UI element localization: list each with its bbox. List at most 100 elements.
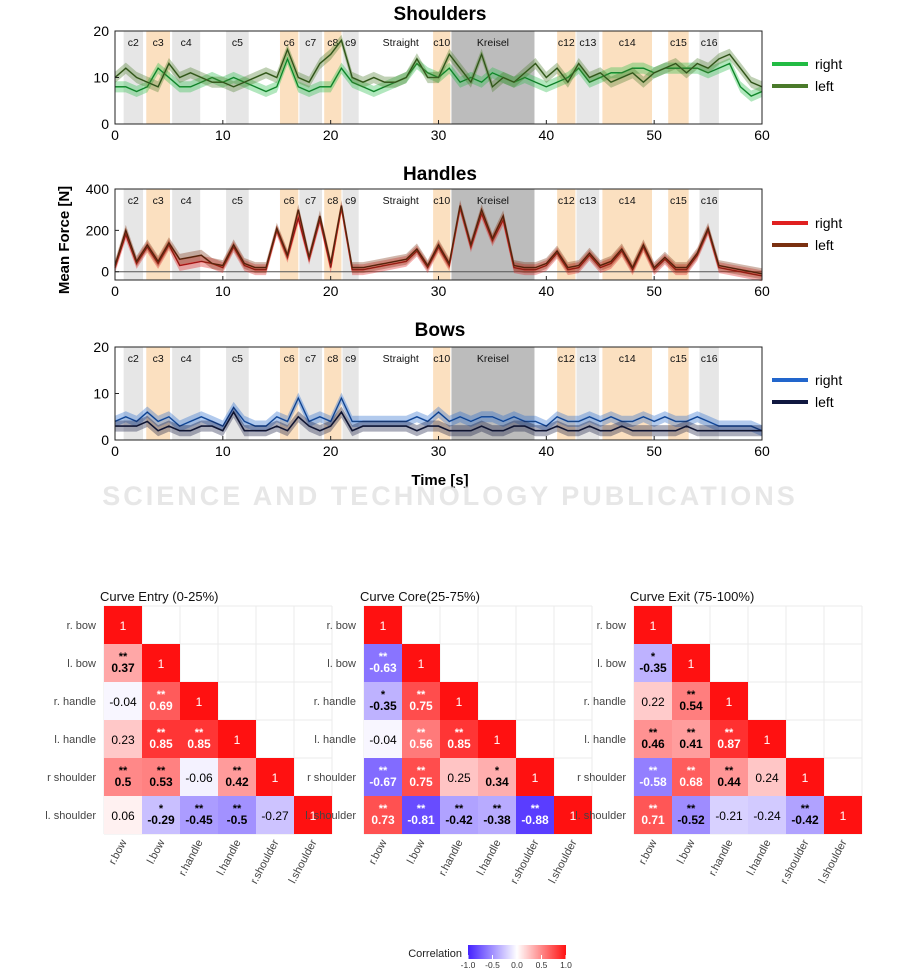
cell-value: 0.23 [111, 733, 135, 747]
heatmap-cell [364, 644, 402, 682]
cell-value: -0.06 [185, 771, 213, 785]
series-right [114, 392, 763, 437]
x-tick-label: 0 [111, 283, 119, 299]
col-label: r.bow [367, 838, 390, 867]
heatmap-cell [634, 682, 672, 720]
panel-bows: Bows c2 c3 c4 c5 c6 c7 c8 c9 Straight c10 Kreisel c1… [93, 320, 842, 459]
segment-band [602, 31, 653, 124]
heatmap-cell [440, 682, 478, 720]
cell-value: 1 [380, 619, 387, 633]
segment-band [668, 31, 689, 124]
series-band [115, 202, 762, 282]
heatmap-cell [672, 682, 710, 720]
segment-label: c13 [579, 37, 596, 49]
colorbar-tick-label: 0.5 [536, 960, 548, 970]
segment-band [557, 347, 576, 440]
cell-significance: ** [233, 765, 242, 777]
cell-significance: ** [649, 727, 658, 739]
heatmap-cell [478, 720, 516, 758]
heatmap-title: Curve Exit (75-100%) [630, 589, 754, 604]
segment-label: c10 [433, 195, 450, 207]
col-label: l.shoulder [817, 837, 850, 885]
segment-label: Kreisel [477, 353, 509, 365]
x-tick-label: 40 [539, 127, 555, 143]
y-tick-label: 20 [93, 23, 109, 39]
heatmap-cell [256, 796, 294, 834]
segment-label: c16 [701, 353, 718, 365]
correlation-heatmaps: Curve Entry (0-25%) r. bow l. bow r. handle… [45, 589, 863, 886]
segment-label: c7 [305, 37, 316, 49]
segment-label: Straight [383, 37, 419, 49]
heatmap-cell [402, 758, 440, 796]
row-label: l. bow [597, 658, 626, 670]
segment-label: c7 [305, 353, 316, 365]
y-tick-label: 10 [93, 386, 109, 402]
segment-label: c14 [619, 195, 636, 207]
x-tick-label: 40 [539, 283, 555, 299]
heatmap-cell [710, 720, 748, 758]
segment-label: c5 [232, 195, 243, 207]
segment-label: c14 [619, 353, 636, 365]
cell-significance: ** [725, 765, 734, 777]
x-tick-label: 20 [323, 443, 339, 459]
heatmap-title: Curve Entry (0-25%) [100, 589, 218, 604]
cell-value: -0.38 [483, 813, 511, 827]
row-label: l. shoulder [575, 810, 626, 822]
cell-value: 0.42 [225, 775, 249, 789]
cell-significance: ** [379, 651, 388, 663]
legend-label: left [815, 78, 834, 94]
cell-value: 0.56 [409, 737, 433, 751]
cell-significance: ** [195, 803, 204, 815]
cell-value: 1 [570, 809, 577, 823]
col-label: r.shoulder [248, 837, 281, 886]
cell-value: 1 [494, 733, 501, 747]
segment-label: c8 [327, 353, 338, 365]
col-label: l.handle [475, 838, 504, 878]
segment-band [172, 31, 201, 124]
cell-value: 1 [272, 771, 279, 785]
cell-value: 0.46 [641, 737, 665, 751]
cell-significance: ** [725, 727, 734, 739]
segment-label: c8 [327, 37, 338, 49]
cell-value: -0.45 [185, 813, 213, 827]
cell-significance: ** [687, 689, 696, 701]
series-band [115, 200, 762, 280]
cell-value: 1 [120, 619, 127, 633]
segment-label: c2 [128, 353, 139, 365]
cell-value: 0.24 [755, 771, 779, 785]
row-label: r shoulder [47, 772, 96, 784]
heatmap-cell [142, 758, 180, 796]
cell-value: 1 [532, 771, 539, 785]
col-label: r.handle [707, 838, 736, 878]
cell-significance: * [495, 765, 500, 777]
cell-significance: ** [195, 727, 204, 739]
cell-value: -0.42 [791, 813, 819, 827]
watermark-text: SCIENCE AND TECHNOLOGY PUBLICATIONS [102, 481, 798, 511]
cell-value: -0.24 [753, 809, 781, 823]
cell-value: 0.5 [115, 775, 132, 789]
cell-value: 0.73 [371, 813, 395, 827]
heatmap-cell [710, 682, 748, 720]
heatmap-cell [786, 796, 824, 834]
segment-label: c4 [181, 195, 192, 207]
cell-significance: ** [649, 765, 658, 777]
segment-label: c12 [558, 195, 575, 207]
series-band [115, 392, 762, 437]
segment-band [123, 31, 144, 124]
heatmap-cell [634, 758, 672, 796]
heatmap-cell [180, 682, 218, 720]
heatmap-cell [516, 796, 554, 834]
segment-label: c8 [327, 195, 338, 207]
cell-value: -0.67 [369, 775, 397, 789]
col-label: r.handle [177, 838, 206, 878]
heatmap-cell [364, 758, 402, 796]
cell-significance: ** [417, 765, 426, 777]
segment-band [451, 189, 535, 280]
segment-label: c5 [232, 353, 243, 365]
segment-label: c2 [128, 37, 139, 49]
cell-significance: ** [649, 803, 658, 815]
cell-value: 1 [158, 657, 165, 671]
segment-label: c10 [433, 353, 450, 365]
cell-significance: ** [801, 803, 810, 815]
segment-band [226, 189, 249, 280]
